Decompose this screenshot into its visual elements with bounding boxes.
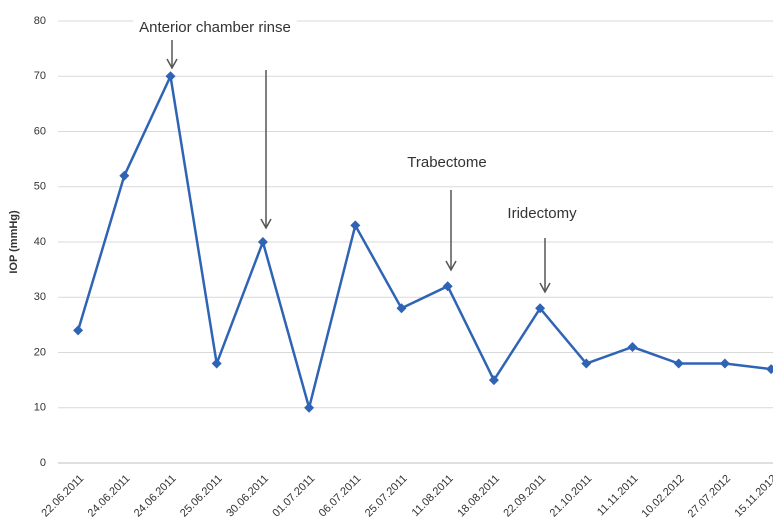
point — [304, 402, 315, 413]
x-tick-label: 01.07.2011 — [270, 473, 317, 520]
point — [396, 303, 407, 314]
point — [766, 364, 773, 375]
y-tick-label: 0 — [40, 457, 46, 469]
y-tick-label: 20 — [34, 346, 46, 358]
series-line — [76, 72, 772, 413]
annotation-bg — [133, 17, 297, 38]
point — [488, 375, 499, 386]
arrow-head — [166, 58, 178, 70]
x-tick-label: 22.09.2011 — [501, 473, 548, 520]
x-tick-label: 24.06.2011 — [86, 473, 133, 520]
arrow-head — [260, 218, 272, 230]
point — [165, 71, 176, 82]
point — [442, 281, 453, 292]
y-tick-label: 30 — [34, 291, 46, 303]
x-tick-label: 10.02.2012 — [639, 473, 686, 520]
x-tick-label: 11.11.2011 — [595, 473, 641, 519]
x-tick-label: 06.07.2011 — [317, 473, 364, 520]
annotation-bg — [401, 152, 493, 173]
point — [73, 325, 84, 336]
arrow-head — [445, 260, 457, 272]
annotation: Anterior chamber rinse — [139, 19, 291, 36]
point — [535, 303, 546, 314]
x-tick-label: 18.08.2011 — [455, 473, 502, 520]
x-tick-label: 24.06.2011 — [132, 473, 179, 520]
y-tick-label: 50 — [34, 181, 46, 193]
y-tick-label: 70 — [34, 70, 46, 82]
point — [719, 358, 730, 369]
point — [211, 358, 222, 369]
x-tick-label: 15.11.2012 — [732, 473, 773, 520]
y-tick-label: 60 — [34, 125, 46, 137]
annotation-bg — [501, 203, 584, 224]
point — [119, 170, 130, 181]
point — [257, 237, 268, 247]
x-tick-label: 21.10.2011 — [548, 473, 595, 520]
x-tick-label: 27.07.2012 — [686, 473, 733, 520]
y-axis-label: IOP (mmHg) — [8, 210, 20, 274]
point — [627, 341, 638, 352]
y-tick-label: 80 — [34, 15, 46, 27]
point — [350, 220, 361, 231]
y-tick-label: 40 — [34, 236, 46, 248]
annotation: Iridectomy — [507, 205, 577, 222]
point — [673, 358, 684, 369]
arrow-head — [539, 282, 551, 294]
y-tick-label: 10 — [34, 402, 46, 414]
x-tick-label: 22.06.2011 — [39, 473, 86, 520]
x-tick-label: 25.06.2011 — [178, 473, 225, 520]
x-tick-label: 30.06.2011 — [224, 473, 271, 520]
point — [581, 358, 592, 369]
x-tick-label: 25.07.2011 — [363, 473, 410, 520]
x-tick-label: 11.08.2011 — [410, 473, 456, 519]
annotation: Trabectome — [407, 154, 486, 171]
